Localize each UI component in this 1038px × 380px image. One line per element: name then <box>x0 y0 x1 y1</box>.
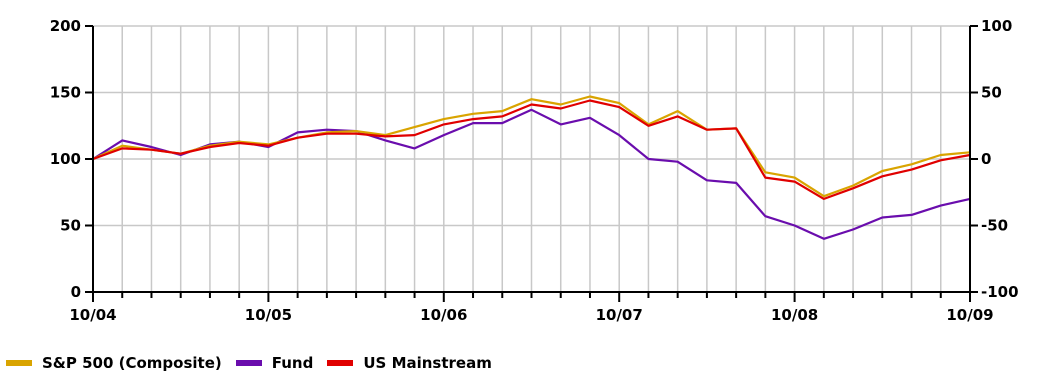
left-tick-label: 50 <box>60 217 81 235</box>
legend-swatch-us-mainstream <box>327 360 354 366</box>
x-tick-label: 10/05 <box>245 306 292 324</box>
legend-label-fund: Fund <box>271 354 314 372</box>
legend-item-fund: Fund <box>235 354 314 372</box>
right-tick-label: 50 <box>981 84 1002 102</box>
legend-swatch-fund <box>235 360 262 366</box>
series-lines <box>92 95 971 240</box>
right-tick-label: -100 <box>981 283 1019 301</box>
series-line-s-p-500-composite <box>92 95 971 198</box>
legend-item-us-mainstream: US Mainstream <box>327 354 492 372</box>
x-tick-label: 10/09 <box>946 306 993 324</box>
x-tick-label: 10/07 <box>596 306 643 324</box>
x-tick-label: 10/06 <box>420 306 467 324</box>
right-tick-label: 100 <box>981 17 1012 35</box>
legend-swatch-sp500 <box>6 360 32 366</box>
x-axis: 10/04 10/05 10/06 10/07 10/08 10/09 <box>69 292 994 324</box>
left-tick-label: 200 <box>50 17 81 35</box>
legend-label-sp500: S&P 500 (Composite) <box>42 354 222 372</box>
left-axis: 0 50 100 150 200 <box>50 17 93 301</box>
grid <box>93 25 970 292</box>
left-tick-label: 100 <box>50 150 81 168</box>
series-line-us-mainstream <box>92 99 971 200</box>
x-tick-label: 10/08 <box>771 306 818 324</box>
legend-label-us-mainstream: US Mainstream <box>363 354 492 372</box>
right-tick-label: -50 <box>981 217 1008 235</box>
right-tick-label: 0 <box>981 150 991 168</box>
right-axis: -100 -50 0 50 100 <box>970 17 1019 301</box>
legend: S&P 500 (Composite) Fund US Mainstream <box>6 352 506 374</box>
left-tick-label: 150 <box>50 84 81 102</box>
legend-item-sp500: S&P 500 (Composite) <box>6 354 222 372</box>
left-tick-label: 0 <box>71 283 81 301</box>
x-tick-label: 10/04 <box>69 306 116 324</box>
